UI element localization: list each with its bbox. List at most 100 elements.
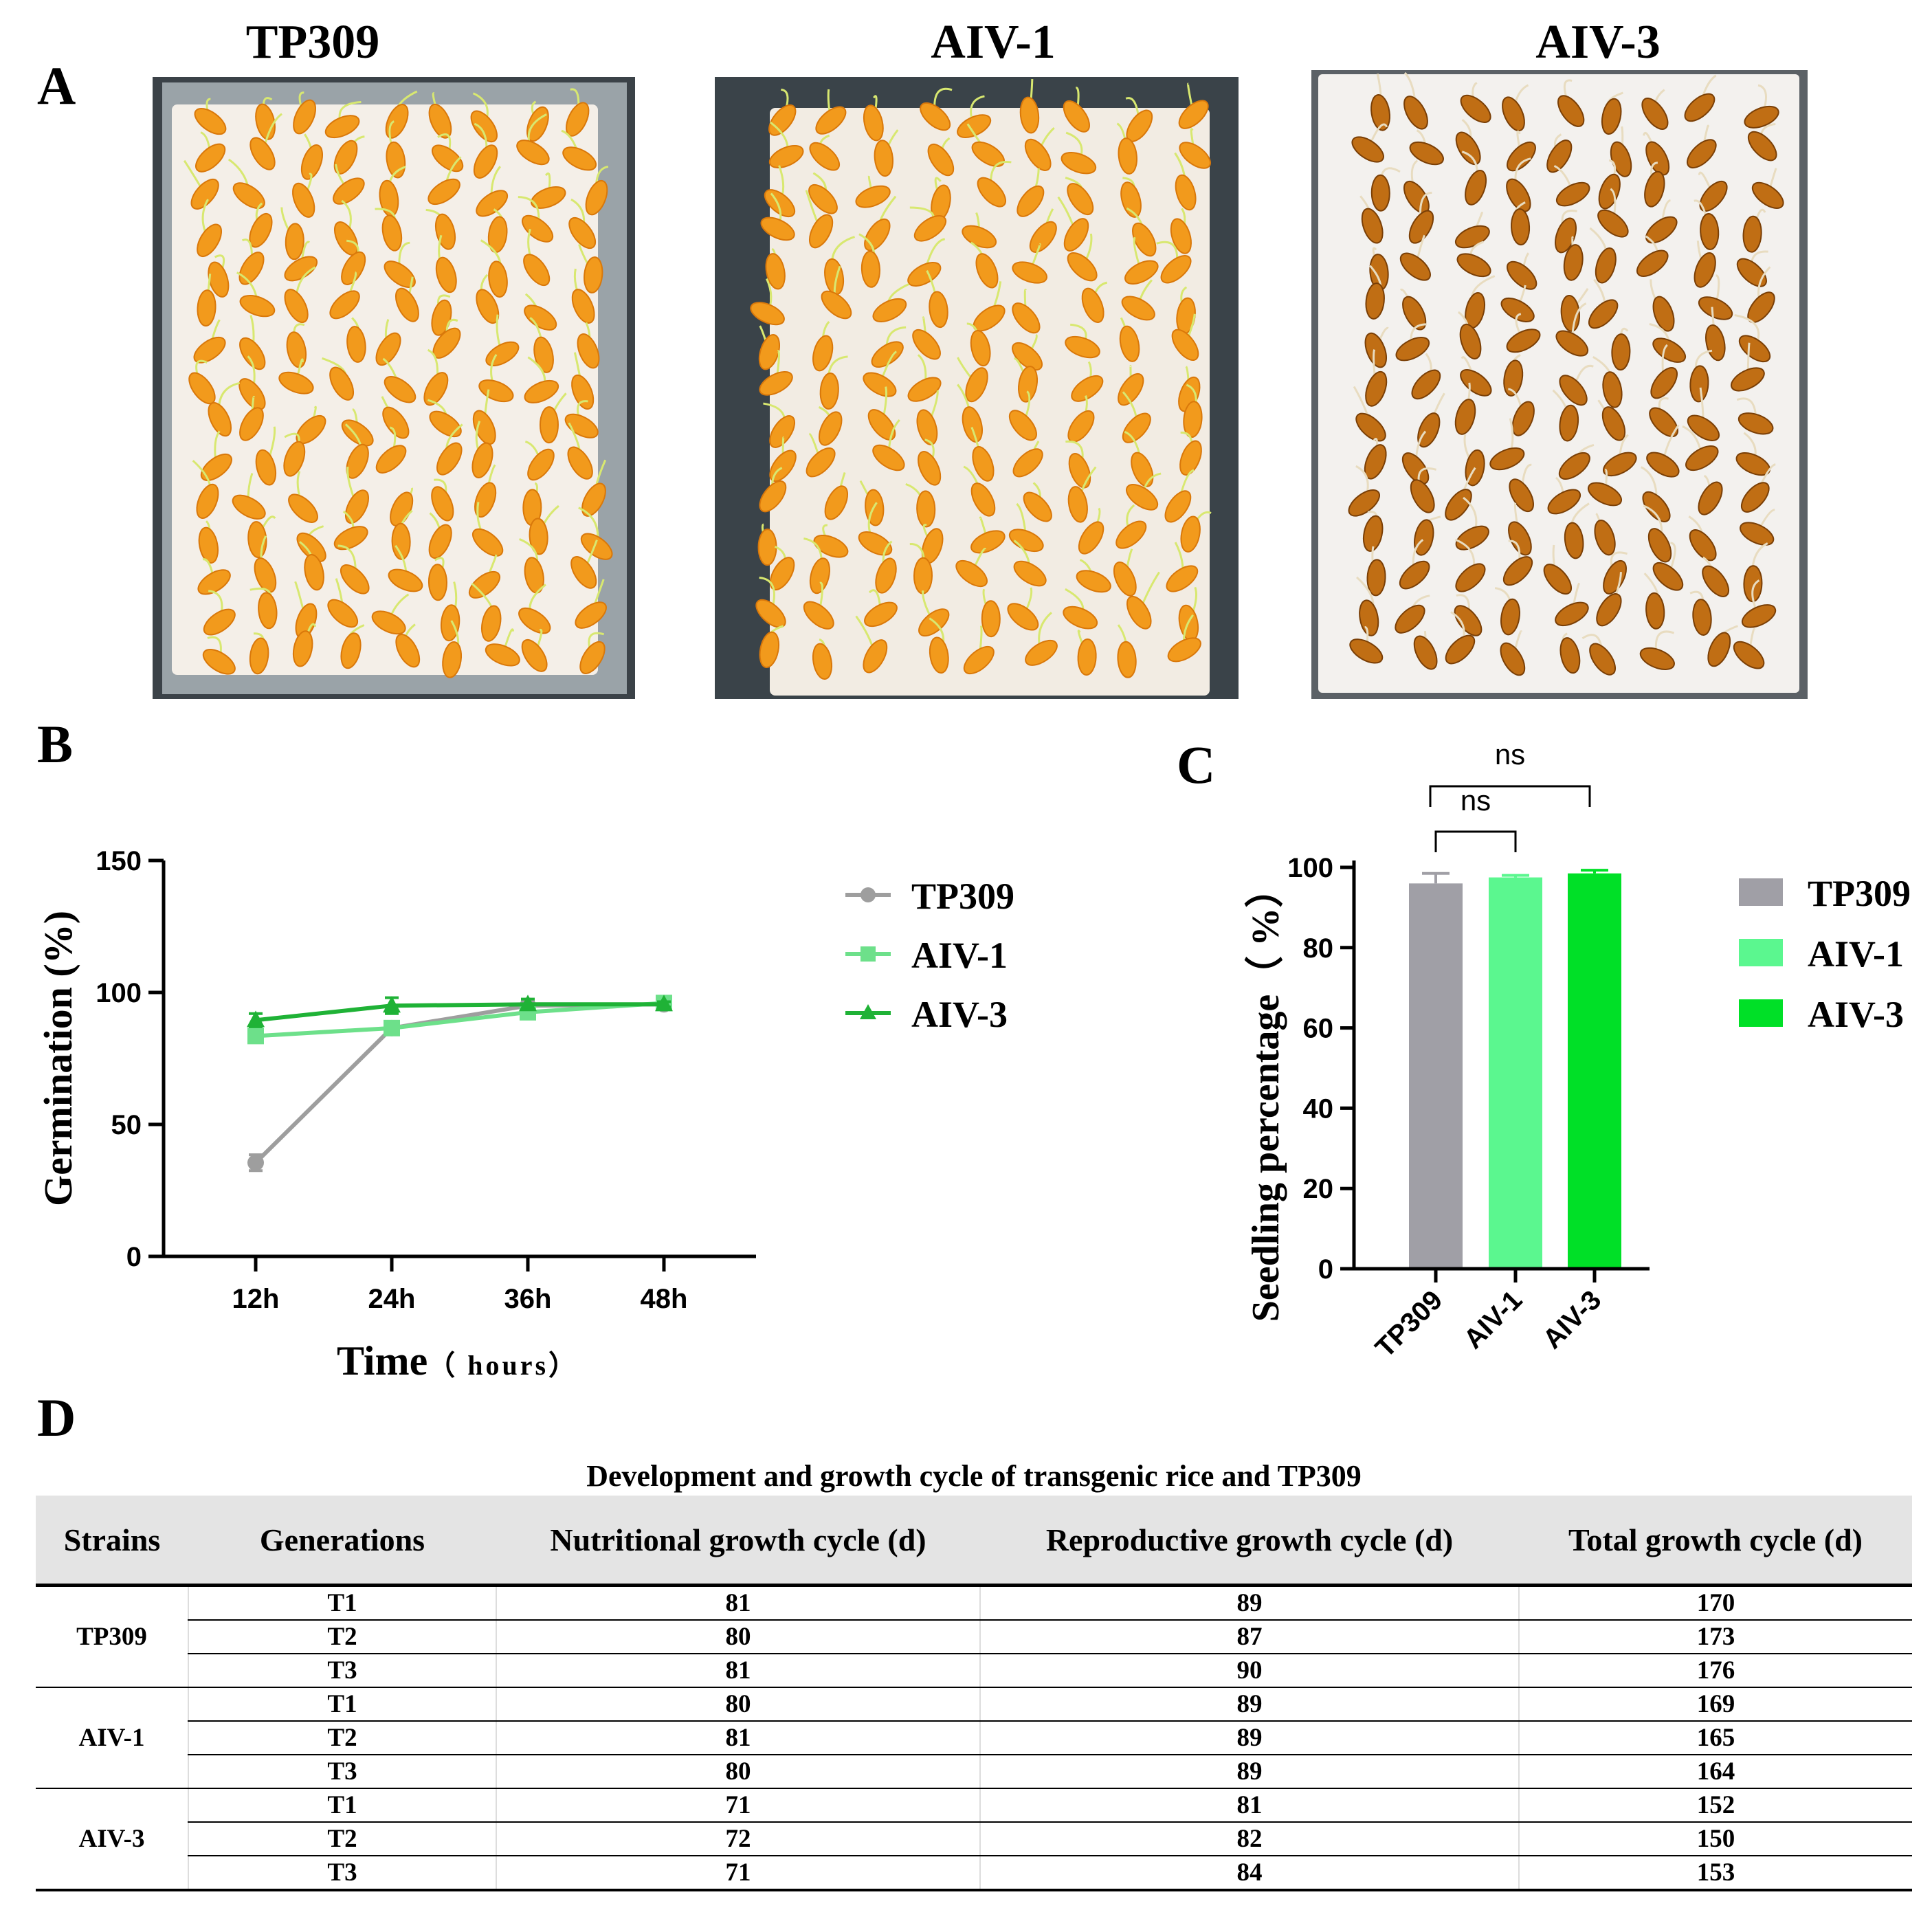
seed <box>1699 180 1728 212</box>
seed <box>913 214 947 242</box>
seed <box>855 185 891 208</box>
seed <box>292 630 313 667</box>
seed <box>1351 136 1384 163</box>
seed <box>970 530 1006 554</box>
seed <box>1747 131 1777 162</box>
header-nutritional: Nutritional growth cycle (d) <box>496 1496 980 1587</box>
data-point <box>247 1154 264 1171</box>
seed <box>1601 98 1622 135</box>
x-tick-label: 48h <box>641 1284 688 1314</box>
y-tick-label: 100 <box>96 978 142 1008</box>
y-tick-label: 150 <box>96 846 142 876</box>
nutritional-cell: 72 <box>496 1822 980 1856</box>
seed <box>1597 209 1629 238</box>
seed <box>872 298 907 323</box>
generation-cell: T3 <box>188 1755 496 1789</box>
seed <box>476 289 500 324</box>
seed <box>190 178 219 210</box>
seed <box>1588 299 1619 329</box>
seed <box>1164 490 1192 523</box>
seed <box>200 453 232 481</box>
seed <box>913 557 933 595</box>
significance-bracket-1: ns <box>1434 784 1517 852</box>
seed <box>1118 373 1144 406</box>
seed <box>324 115 360 139</box>
seed <box>1126 595 1152 630</box>
x-tick-label: AIV-3 <box>1537 1285 1608 1355</box>
legend-label: AIV-1 <box>911 935 1008 976</box>
seed <box>815 106 847 135</box>
y-tick-label: 0 <box>1318 1254 1333 1285</box>
seed <box>197 289 216 327</box>
seed <box>806 447 836 478</box>
seed <box>285 223 304 260</box>
seed <box>808 214 834 249</box>
seed <box>1559 375 1588 406</box>
seed <box>435 256 457 293</box>
total-cell: 169 <box>1518 1687 1912 1722</box>
seed <box>1700 212 1720 250</box>
seed <box>1121 296 1155 321</box>
seed <box>1689 365 1709 403</box>
seed <box>1067 486 1088 523</box>
seed <box>1507 141 1536 172</box>
table-header-row: Strains Generations Nutritional growth c… <box>36 1496 1912 1587</box>
seed <box>1131 452 1154 487</box>
y-axis-label: Seedling percentage（ %） <box>1244 869 1287 1322</box>
series-aiv-1 <box>247 995 672 1045</box>
seed <box>232 494 266 520</box>
seed <box>239 337 266 370</box>
reproductive-cell: 89 <box>979 1755 1519 1789</box>
seed <box>759 631 780 669</box>
seed <box>1508 521 1532 556</box>
seed <box>1078 521 1104 555</box>
seed <box>1126 483 1159 511</box>
seed <box>197 223 222 258</box>
seed <box>1013 560 1047 587</box>
data-point <box>247 1010 265 1028</box>
seed <box>296 532 326 562</box>
legend-label: AIV-3 <box>911 994 1008 1035</box>
seed <box>570 556 597 589</box>
seed <box>907 261 942 287</box>
seed <box>327 599 359 628</box>
seed <box>1413 635 1438 670</box>
x-tick-label: AIV-1 <box>1458 1285 1529 1355</box>
y-axis-label: Germination (%) <box>36 911 80 1206</box>
seed <box>1025 639 1058 666</box>
seed <box>1160 255 1192 284</box>
total-cell: 173 <box>1518 1620 1912 1654</box>
seed <box>1642 491 1671 522</box>
seed <box>1652 296 1675 332</box>
seed <box>1012 448 1043 478</box>
seed <box>1417 412 1441 448</box>
significance-label: ns <box>1461 784 1491 817</box>
seed <box>858 531 893 556</box>
seed <box>468 570 501 599</box>
seed <box>470 110 498 143</box>
germination-line-chart: 0 50 100 150 12h 24h 36h 48h Germination (%) Time… <box>36 846 1014 1384</box>
seed <box>1076 570 1111 593</box>
nutritional-cell: 80 <box>496 1755 980 1789</box>
seed <box>567 446 593 480</box>
seed <box>238 252 265 285</box>
seed <box>1179 440 1202 476</box>
seed <box>1117 641 1137 678</box>
seed <box>1511 401 1535 436</box>
seed <box>193 336 226 364</box>
seed <box>1366 559 1386 597</box>
y-tick-label: 80 <box>1303 933 1334 964</box>
seed <box>1694 252 1716 288</box>
seed <box>249 137 276 170</box>
y-tick-label: 40 <box>1303 1093 1334 1124</box>
nutritional-cell: 81 <box>496 1721 980 1755</box>
seed <box>1489 447 1525 471</box>
seed <box>382 406 410 439</box>
y-tick-label: 20 <box>1303 1174 1334 1204</box>
panel-label-b: B <box>37 714 74 774</box>
total-cell: 153 <box>1518 1856 1912 1891</box>
seed <box>371 610 406 635</box>
seed <box>346 326 366 363</box>
total-cell: 152 <box>1518 1788 1912 1823</box>
seed <box>864 601 898 628</box>
